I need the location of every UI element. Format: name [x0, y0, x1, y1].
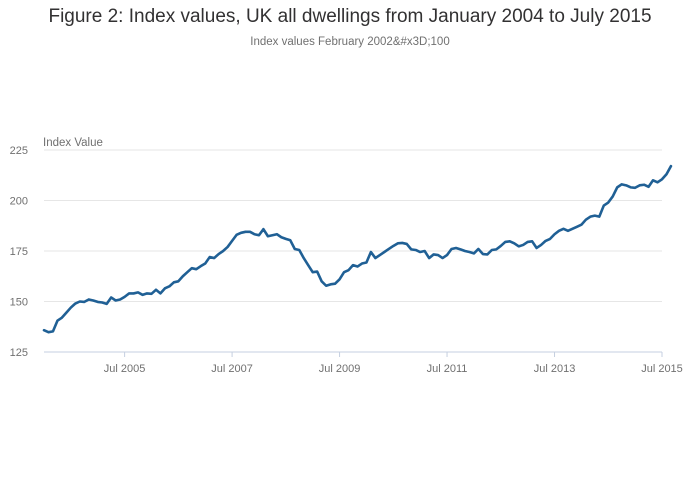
y-tick-label: 150	[10, 297, 28, 309]
x-tick-label: Jul 2005	[104, 363, 146, 375]
y-tick-label: 175	[10, 246, 28, 258]
gridlines	[44, 149, 662, 353]
series-line	[42, 164, 673, 334]
x-axis-ticks: Jul 2005 Jul 2007 Jul 2009 Jul 2011 Jul 2013…	[104, 352, 683, 375]
y-tick-label: 225	[10, 145, 28, 157]
x-tick-label: Jul 2007	[211, 363, 253, 375]
x-tick-label: Jul 2009	[319, 363, 361, 375]
y-tick-label: 200	[10, 196, 28, 208]
chart-title: Figure 2: Index values, UK all dwellings…	[48, 6, 652, 27]
x-tick-label: Jul 2015	[641, 363, 683, 375]
y-tick-label: 125	[10, 347, 28, 359]
chart-subtitle: Index values February 2002&#x3D;100	[250, 36, 450, 48]
x-tick-label: Jul 2013	[534, 363, 576, 375]
x-tick-label: Jul 2011	[427, 363, 468, 375]
y-axis-title: Index Value	[43, 137, 103, 149]
y-axis-ticks: 125 150 175 200 225	[10, 145, 28, 359]
